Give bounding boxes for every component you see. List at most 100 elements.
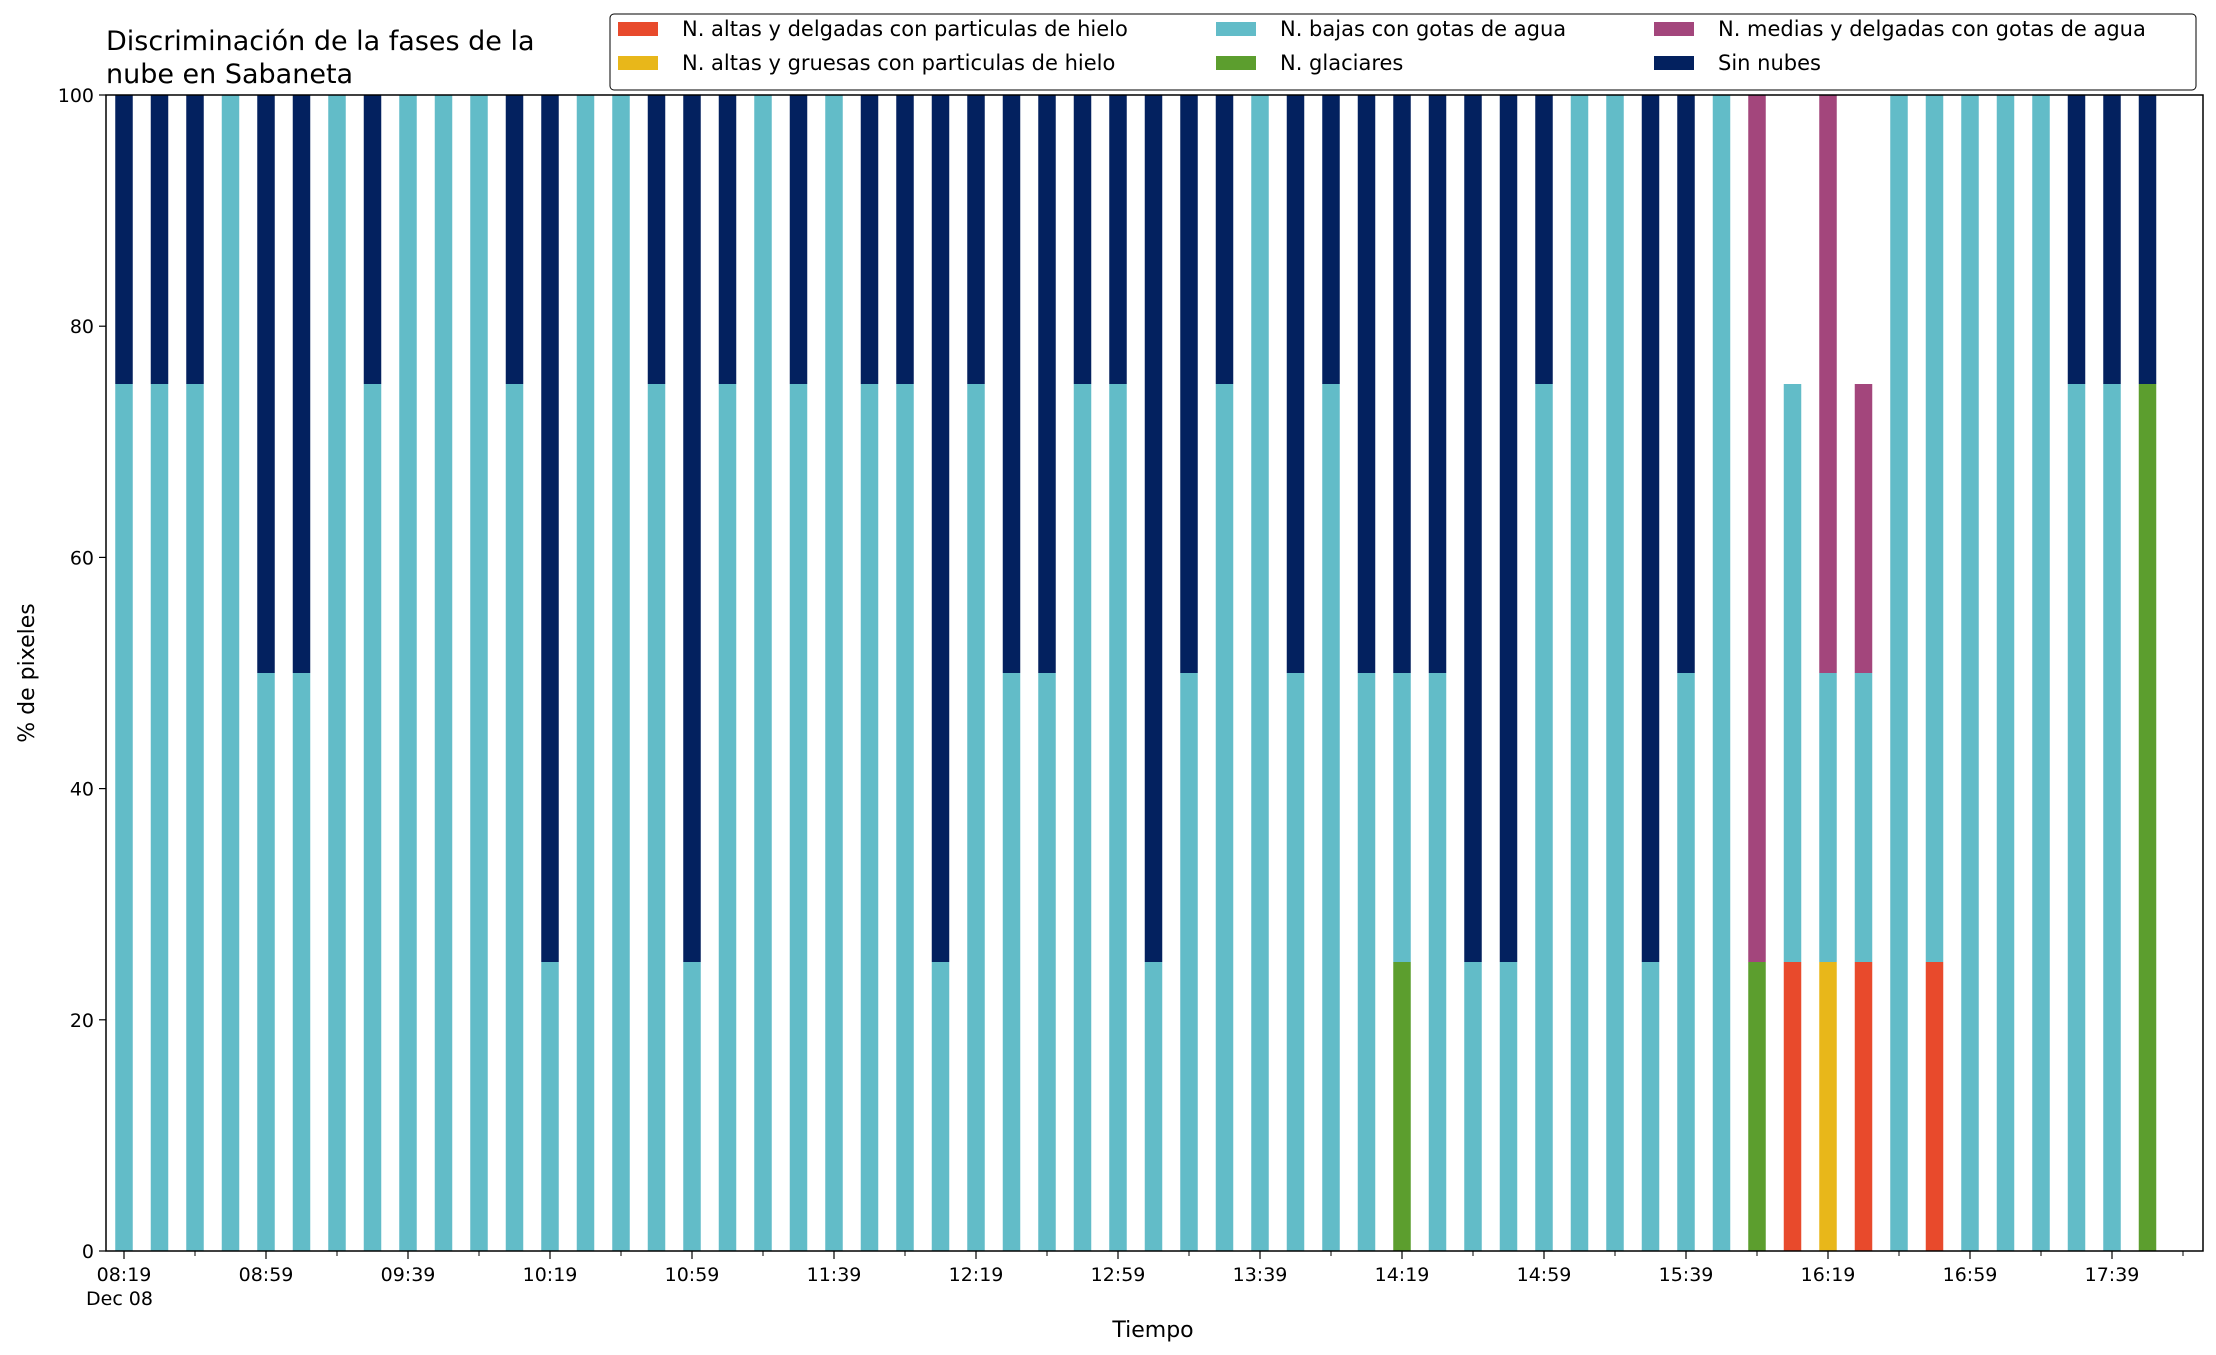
bar-segment-24-s3: [967, 384, 985, 1251]
bar-segment-36-s5: [1393, 95, 1411, 673]
x-tick-label-12: 16:19: [1801, 1264, 1856, 1286]
bar-segment-43-s3: [1641, 962, 1660, 1251]
x-tick-label-4: 10:59: [665, 1264, 720, 1286]
plot-frame: [105, 94, 2204, 1252]
bar-segment-34-s5: [1322, 95, 1340, 384]
bar-segment-39-s5: [1499, 95, 1518, 962]
bar-segment-42-s3: [1606, 95, 1624, 1251]
bar-segment-7-s5: [363, 95, 382, 384]
legend-swatch-5: [1654, 56, 1694, 70]
bar-segment-38-s3: [1464, 962, 1482, 1251]
bar-segment-2-s5: [186, 95, 204, 384]
legend-label-1: N. altas y gruesas con particulas de hie…: [682, 51, 1115, 75]
chart-title-line-2: nube en Sabaneta: [106, 59, 353, 90]
bar-segment-19-s5: [789, 95, 808, 384]
y-tick-label-3: 60: [70, 547, 94, 569]
bar-segment-51-s3: [1925, 95, 1944, 962]
bar-segment-50-s3: [1890, 95, 1908, 1251]
x-tick-label-0: 08:19: [97, 1264, 152, 1286]
x-tick-label-3: 10:19: [523, 1264, 578, 1286]
bar-segment-31-s3: [1215, 384, 1234, 1251]
bar-segment-5-s5: [292, 95, 311, 673]
bar-segment-49-s0: [1854, 962, 1873, 1251]
bar-segment-19-s3: [789, 384, 808, 1251]
bar-segment-31-s5: [1215, 95, 1234, 384]
y-axis: 0 20 40 60 80 100: [58, 85, 106, 1263]
x-tick-label-5: 11:39: [807, 1264, 862, 1286]
legend-swatch-4: [1654, 22, 1694, 36]
bar-segment-49-s4: [1854, 384, 1873, 673]
bar-segment-28-s3: [1109, 384, 1127, 1251]
bar-segment-56-s5: [2103, 95, 2121, 384]
bar-segment-29-s3: [1144, 962, 1163, 1251]
x-date-label: Dec 08: [86, 1288, 153, 1310]
bar-segment-8-s3: [399, 95, 417, 1251]
bar-segment-37-s3: [1428, 673, 1447, 1251]
bar-segment-11-s3: [505, 384, 524, 1251]
bar-segment-48-s1: [1819, 962, 1837, 1251]
bar-segment-21-s5: [860, 95, 879, 384]
bar-segment-15-s5: [647, 95, 666, 384]
bar-segment-37-s5: [1428, 95, 1447, 673]
bar-segment-43-s5: [1641, 95, 1660, 962]
bar-segment-2-s3: [186, 384, 204, 1251]
bar-segment-35-s5: [1357, 95, 1376, 673]
bar-segment-48-s3: [1819, 673, 1837, 962]
bar-segment-10-s3: [470, 95, 488, 1251]
bar-segment-36-s2: [1393, 962, 1411, 1251]
bar-segment-25-s5: [1002, 95, 1021, 673]
bar-segment-45-s3: [1712, 95, 1731, 1251]
bar-segment-1-s3: [150, 384, 169, 1251]
bar-segment-32-s3: [1251, 95, 1269, 1251]
legend-swatch-0: [618, 22, 658, 36]
x-tick-label-1: 08:59: [239, 1264, 294, 1286]
bar-segment-56-s3: [2103, 384, 2121, 1251]
bar-segment-26-s3: [1038, 673, 1056, 1251]
bar-segment-46-s4: [1748, 95, 1766, 962]
y-tick-label-1: 20: [70, 1010, 94, 1032]
bar-segment-0-s3: [115, 384, 133, 1251]
chart-title-line-1: Discriminación de la fases de la: [106, 26, 535, 57]
bar-segment-29-s5: [1144, 95, 1163, 962]
bar-segment-52-s3: [1961, 95, 1979, 1251]
bar-segment-55-s5: [2067, 95, 2086, 384]
bar-segment-28-s5: [1109, 95, 1127, 384]
bar-segment-57-s2: [2138, 384, 2157, 1251]
bar-segment-7-s3: [363, 384, 382, 1251]
bars-group: [115, 95, 2157, 1251]
y-tick-label-2: 40: [70, 779, 94, 801]
bar-segment-11-s5: [505, 95, 524, 384]
bar-segment-54-s3: [2032, 95, 2050, 1251]
bar-segment-27-s3: [1073, 384, 1092, 1251]
bar-segment-17-s3: [718, 384, 737, 1251]
legend-label-5: Sin nubes: [1718, 51, 1821, 75]
bar-segment-4-s3: [257, 673, 275, 1251]
y-axis-label: % de pixeles: [15, 603, 40, 742]
x-tick-label-9: 14:19: [1375, 1264, 1430, 1286]
bar-segment-18-s3: [754, 95, 772, 1251]
bar-segment-30-s3: [1180, 673, 1198, 1251]
bar-segment-41-s3: [1570, 95, 1589, 1251]
bar-segment-51-s0: [1925, 962, 1944, 1251]
bar-segment-44-s5: [1677, 95, 1695, 673]
bar-segment-57-s5: [2138, 95, 2157, 384]
bar-segment-48-s4: [1819, 95, 1837, 673]
y-tick-label-5: 100: [58, 85, 94, 107]
bar-segment-21-s3: [860, 384, 879, 1251]
bar-segment-15-s3: [647, 384, 666, 1251]
x-axis: 08:19 08:59 09:39 10:19 10:59 11:39 12:19 12:59…: [97, 1251, 2184, 1286]
bar-segment-49-s3: [1854, 673, 1873, 962]
x-tick-label-14: 17:39: [2085, 1264, 2140, 1286]
bar-segment-33-s3: [1286, 673, 1305, 1251]
bar-segment-40-s5: [1535, 95, 1553, 384]
bar-segment-39-s3: [1499, 962, 1518, 1251]
bar-segment-27-s5: [1073, 95, 1092, 384]
bar-segment-23-s5: [931, 95, 950, 962]
bar-segment-24-s5: [967, 95, 985, 384]
bar-segment-34-s3: [1322, 384, 1340, 1251]
bar-segment-22-s5: [896, 95, 914, 384]
x-tick-label-7: 12:59: [1091, 1264, 1146, 1286]
bar-segment-14-s3: [612, 95, 630, 1251]
bar-segment-53-s3: [1996, 95, 2015, 1251]
